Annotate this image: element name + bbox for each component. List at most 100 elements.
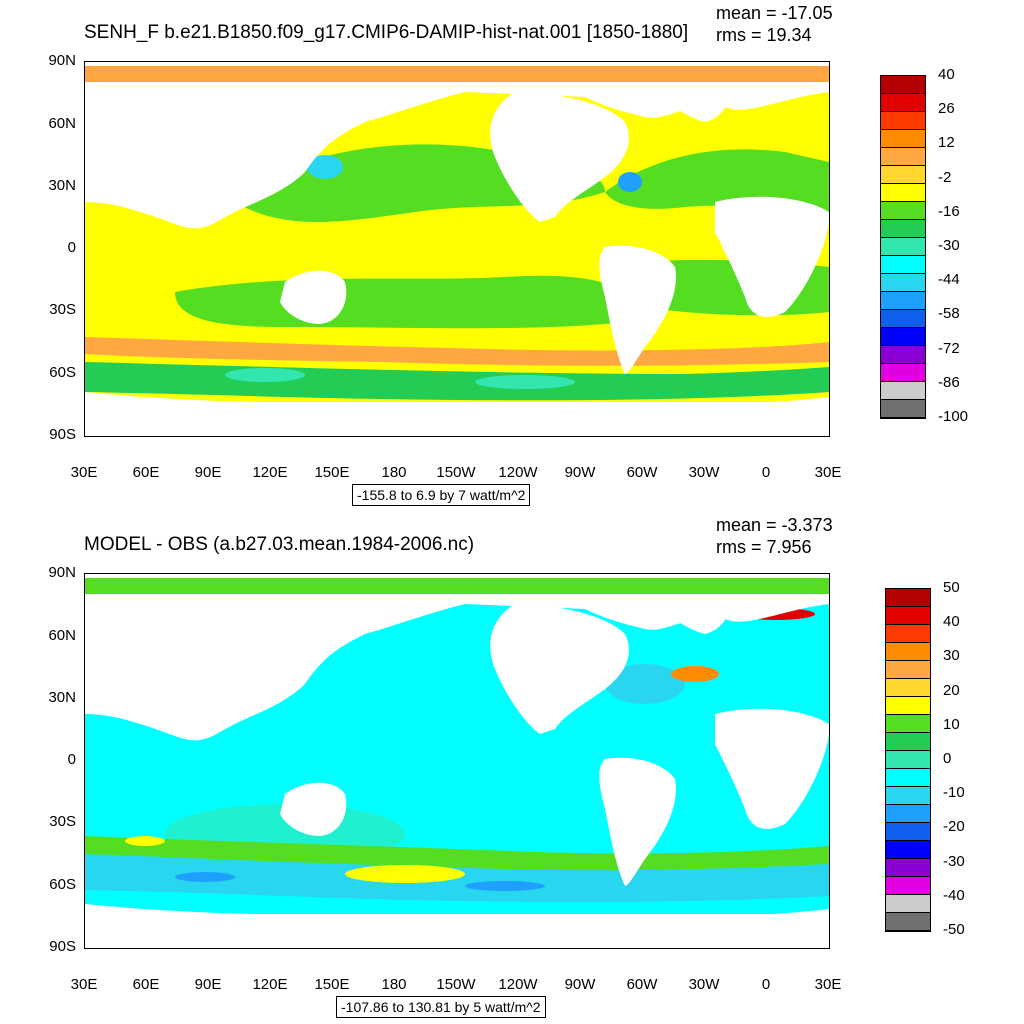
lon-label: 30E: [814, 976, 842, 993]
colorbar-label: -10: [943, 784, 965, 802]
colorbar-segment: [881, 112, 925, 130]
colorbar-label: -44: [938, 271, 960, 289]
lon-label: 120E: [252, 464, 288, 481]
colorbar-segment: [886, 751, 930, 769]
colorbar-label: -2: [938, 168, 952, 186]
map-plot: [84, 61, 830, 437]
colorbar-segment: [881, 148, 925, 166]
colorbar-segment: [881, 184, 925, 202]
contour-range-label: -107.86 to 130.81 by 5 watt/m^2: [336, 996, 546, 1018]
colorbar-label: -30: [938, 237, 960, 254]
lon-label: 90E: [194, 976, 222, 993]
lat-label-90n: 90N: [48, 564, 76, 581]
lat-label-60n: 60N: [48, 115, 76, 132]
lat-label-60s: 60S: [49, 876, 76, 893]
lon-label: 30W: [688, 976, 720, 993]
colorbar-label: 40: [943, 613, 960, 631]
lon-label: 180: [381, 464, 407, 481]
map-field: [85, 578, 829, 948]
lon-label: 0: [761, 976, 771, 993]
lon-label: 90W: [564, 464, 596, 481]
lat-label-30n: 30N: [48, 689, 76, 706]
colorbar-segment: [881, 238, 925, 256]
colorbar-segment: [886, 895, 930, 913]
lon-label: 60W: [626, 464, 658, 481]
colorbar-segment: [886, 913, 930, 931]
colorbar-segment: [886, 643, 930, 661]
colorbar-segment: [886, 733, 930, 751]
lon-label: 90E: [194, 464, 222, 481]
colorbar-label: -100: [938, 408, 969, 425]
lat-label-60n: 60N: [48, 627, 76, 644]
colorbar: [885, 588, 931, 932]
colorbar-segment: [886, 697, 930, 715]
lon-label: 30W: [688, 464, 720, 481]
lat-label-90n: 90N: [48, 52, 76, 69]
lon-label: 30E: [70, 464, 98, 481]
colorbar-label: 10: [943, 715, 960, 733]
lon-label: 60E: [132, 976, 160, 993]
colorbar-label: -30: [943, 852, 965, 870]
lat-label-60s: 60S: [49, 364, 76, 381]
colorbar-segment: [881, 76, 925, 94]
colorbar-label: 30: [943, 647, 960, 665]
colorbar-segment: [886, 859, 930, 877]
lon-label: 120E: [252, 976, 288, 993]
lon-label: 150E: [314, 464, 350, 481]
lon-label: 180: [381, 976, 407, 993]
lat-label-30s: 30S: [49, 301, 76, 318]
colorbar-segment: [881, 346, 925, 364]
colorbar-segment: [881, 202, 925, 220]
colorbar-label: 20: [943, 681, 960, 699]
colorbar-segment: [881, 292, 925, 310]
lat-label-0: 0: [67, 239, 76, 256]
colorbar-segment: [886, 625, 930, 643]
panel-title: MODEL - OBS (a.b27.03.mean.1984-2006.nc): [84, 534, 475, 555]
lon-label: 150W: [436, 464, 476, 481]
panel-model-minus-obs: MODEL - OBS (a.b27.03.mean.1984-2006.nc)…: [0, 512, 1024, 1024]
mean-stat: mean = -3.373: [716, 515, 833, 535]
colorbar-segment: [886, 715, 930, 733]
colorbar-segment: [881, 166, 925, 184]
colorbar-segment: [881, 310, 925, 328]
lon-label: 90W: [564, 976, 596, 993]
lat-label-90s: 90S: [49, 426, 76, 443]
colorbar-label: -16: [938, 202, 960, 220]
panel-senh-f: SENH_F b.e21.B1850.f09_g17.CMIP6-DAMIP-h…: [48, 3, 969, 506]
colorbar-segment: [886, 823, 930, 841]
map-plot: [84, 573, 830, 949]
lon-label: 150W: [436, 976, 476, 993]
colorbar-label: -50: [943, 921, 965, 938]
colorbar-segment: [886, 787, 930, 805]
colorbar-segment: [886, 877, 930, 895]
colorbar-label: -40: [943, 886, 965, 904]
colorbar-segment: [886, 805, 930, 823]
colorbar-label: 26: [938, 100, 955, 118]
rms-stat: rms = 7.956: [716, 537, 812, 557]
colorbar-segment: [886, 769, 930, 787]
lon-label: 30E: [814, 464, 842, 481]
colorbar-segment: [881, 256, 925, 274]
colorbar-segment: [886, 841, 930, 859]
map-field: [85, 66, 829, 436]
colorbar-segment: [881, 382, 925, 400]
rms-stat: rms = 19.34: [716, 25, 812, 45]
lon-label: 120W: [498, 464, 538, 481]
mean-stat: mean = -17.05: [716, 3, 833, 23]
colorbar-label: -72: [938, 339, 960, 357]
colorbar-label: 50: [943, 579, 960, 596]
colorbar-segment: [886, 589, 930, 607]
colorbar-segment: [881, 220, 925, 238]
colorbar-label: -86: [938, 373, 960, 391]
colorbar-label: -58: [938, 305, 960, 323]
colorbar-segment: [886, 679, 930, 697]
lat-label-30s: 30S: [49, 813, 76, 830]
colorbar-segment: [881, 400, 925, 418]
colorbar: [880, 75, 926, 419]
colorbar-segment: [881, 94, 925, 112]
colorbar-label: 40: [938, 66, 955, 83]
lon-label: 30E: [70, 976, 98, 993]
lat-label-0: 0: [67, 751, 76, 768]
colorbar-label: 12: [938, 134, 955, 152]
colorbar-label: -20: [943, 818, 965, 836]
